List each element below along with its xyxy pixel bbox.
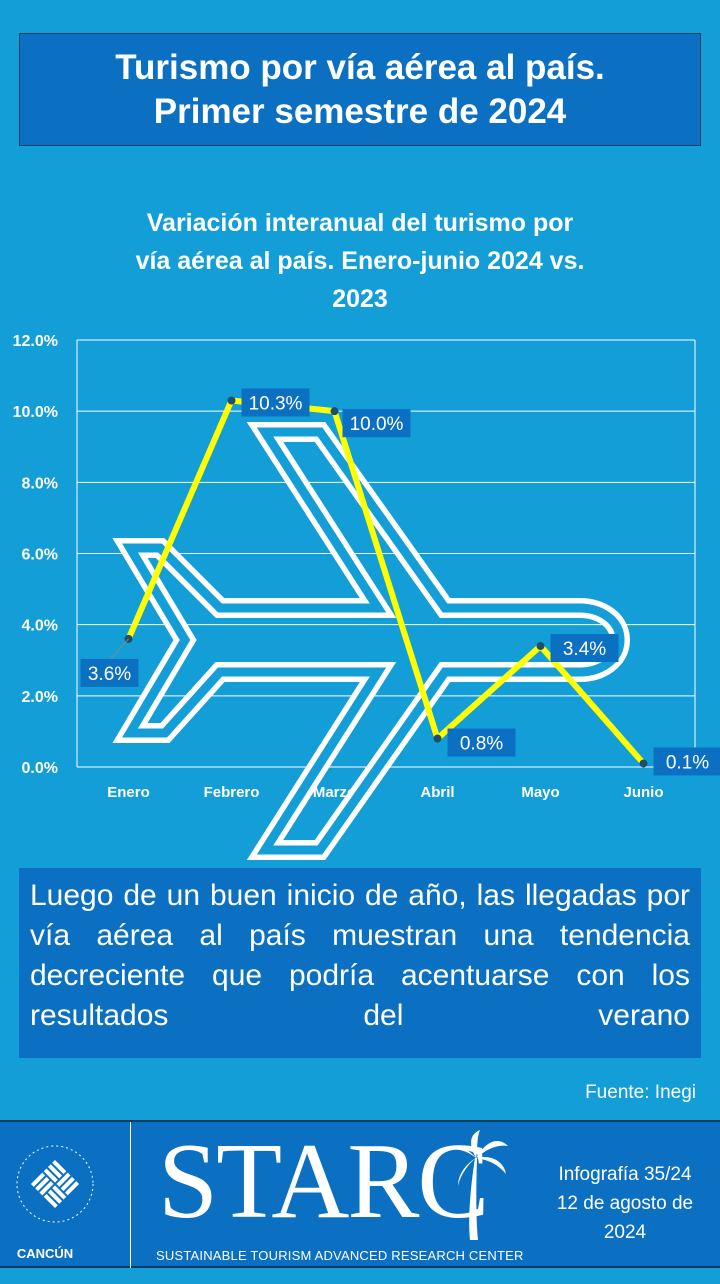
campus-label: CANCÚN [16,1246,74,1261]
divider [130,1122,131,1268]
y-tick-label: 2.0% [22,689,58,706]
data-label-box [342,409,411,438]
starc-logo: STARC [158,1122,489,1241]
palm-tree-icon [442,1130,508,1240]
title-box: Turismo por vía aérea al país. Primer se… [19,33,701,146]
y-tick-label: 6.0% [22,547,58,564]
page-title-line2: Primer semestre de 2024 [153,91,567,131]
data-label-box [241,388,310,417]
starc-subtitle: SUSTAINABLE TOURISM ADVANCED RESEARCH CE… [156,1248,524,1263]
x-tick-label: Enero [107,784,150,801]
infographic-date: 12 de agosto de [556,1193,694,1214]
data-point [433,734,442,743]
data-point [330,407,339,416]
chart-title-line: 2023 [332,285,388,313]
data-point [536,642,545,651]
university-seal-logo [16,1145,94,1223]
y-tick-label: 8.0% [22,475,58,492]
data-label-box [80,658,139,687]
infographic-year: 2024 [603,1222,647,1243]
airplane-icon [112,422,631,860]
data-point [227,396,236,405]
data-point [639,759,648,768]
y-tick-label: 0.0% [22,760,58,777]
x-tick-label: Febrero [204,784,260,801]
series-line [125,397,646,766]
x-tick-label: Junio [624,784,664,801]
data-label-box [550,634,619,663]
infographic-info: Infografía 35/24 12 de agosto de 2024 [540,1160,710,1247]
data-label: 3.4% [563,639,606,660]
chart-title: Variación interanual del turismo por vía… [60,204,660,318]
data-label-box [447,728,516,757]
y-tick-label: 10.0% [13,404,58,421]
infographic-number: Infografía 35/24 [558,1164,692,1185]
y-tick-label: 12.0% [13,333,58,350]
x-tick-label: Abril [420,784,454,801]
data-label-box [653,747,720,776]
leader-line [110,638,129,660]
summary-message: Luego de un buen inicio de año, las lleg… [19,868,701,1058]
data-label: 0.8% [460,734,503,755]
data-label: 3.6% [88,664,131,685]
chart-title-line: vía aérea al país. Enero-junio 2024 vs. [135,247,585,275]
footer: CANCÚN STARC SUSTAINABLE TOURISM ADVANCE… [0,1120,720,1268]
page-title-line1: Turismo por vía aérea al país. [115,47,605,87]
data-label: 0.1% [666,752,709,773]
source-note: Fuente: Inegi [585,1082,696,1103]
y-tick-label: 4.0% [22,618,58,635]
chart-title-line: Variación interanual del turismo por [146,209,574,237]
data-label: 10.3% [249,393,303,414]
data-label: 10.0% [350,414,404,435]
x-tick-label: Mayo [521,784,559,801]
line-chart: 0.0% 2.0% 4.0% 6.0% 8.0% 10.0% 12.0% Enero Febre… [13,333,720,860]
